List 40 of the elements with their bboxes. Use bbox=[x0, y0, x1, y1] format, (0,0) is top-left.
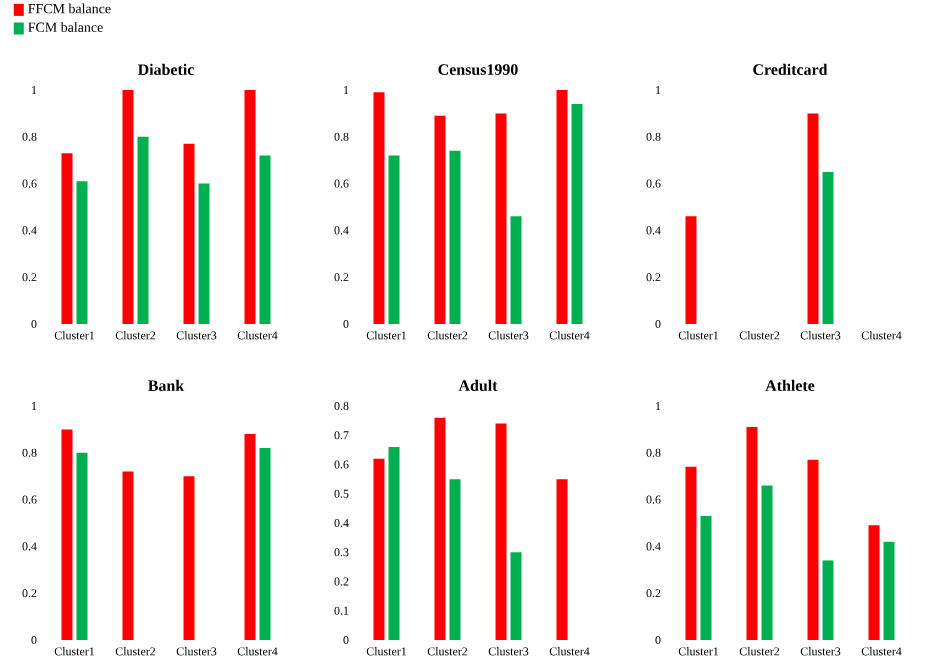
bar bbox=[449, 150, 461, 324]
bar bbox=[510, 216, 522, 324]
bar bbox=[495, 423, 507, 640]
bar bbox=[556, 479, 568, 640]
bar bbox=[868, 525, 880, 640]
bar bbox=[883, 541, 895, 640]
bar bbox=[61, 429, 73, 640]
bar bbox=[373, 92, 385, 324]
bar bbox=[388, 446, 400, 640]
bar bbox=[761, 485, 773, 640]
bar bbox=[373, 458, 385, 640]
bar bbox=[198, 183, 210, 324]
bar bbox=[137, 136, 149, 324]
bar bbox=[122, 89, 134, 324]
bar bbox=[510, 552, 522, 640]
bar bbox=[685, 466, 697, 640]
bar bbox=[61, 153, 73, 324]
bar bbox=[556, 89, 568, 324]
bar bbox=[807, 459, 819, 640]
bar bbox=[685, 216, 697, 324]
bar bbox=[183, 476, 195, 640]
bar bbox=[449, 479, 461, 640]
bar bbox=[183, 143, 195, 324]
bar bbox=[76, 181, 88, 324]
bar bbox=[822, 171, 834, 324]
bar bbox=[244, 434, 256, 640]
bar bbox=[571, 104, 583, 324]
bar bbox=[259, 448, 271, 640]
bar bbox=[495, 113, 507, 324]
bar bbox=[122, 471, 134, 640]
bar bbox=[746, 427, 758, 640]
bar bbox=[259, 155, 271, 324]
bar bbox=[244, 89, 256, 324]
bar bbox=[807, 113, 819, 324]
bar bbox=[434, 115, 446, 324]
bar bbox=[76, 452, 88, 640]
bar bbox=[700, 515, 712, 640]
bar bbox=[434, 417, 446, 640]
bar bbox=[388, 155, 400, 324]
bar bbox=[822, 560, 834, 640]
